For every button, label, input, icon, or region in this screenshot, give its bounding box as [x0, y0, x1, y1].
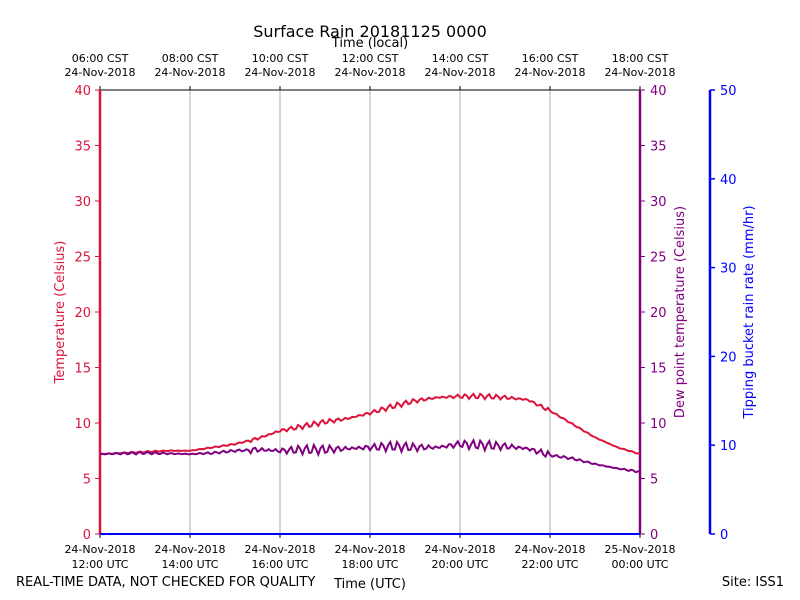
top-tick-label-time: 06:00 CST [72, 52, 129, 65]
top-tick-label-date: 24-Nov-2018 [424, 66, 495, 79]
x-tick-label-time: 18:00 UTC [341, 558, 398, 571]
right-y-tick-label: 25 [650, 251, 667, 266]
x-tick-label-date: 24-Nov-2018 [244, 543, 315, 556]
left-y-tick-label: 0 [83, 528, 91, 543]
x-tick-label-time: 12:00 UTC [71, 558, 128, 571]
x-tick-label-date: 24-Nov-2018 [64, 543, 135, 556]
rain-y-tick-label: 10 [720, 439, 737, 454]
rain-axis-label: Tipping bucket rain rate (mm/hr) [742, 205, 757, 419]
top-tick-label-date: 24-Nov-2018 [334, 66, 405, 79]
top-tick-label-date: 24-Nov-2018 [64, 66, 135, 79]
top-tick-label-date: 24-Nov-2018 [514, 66, 585, 79]
left-axis-label: Temperature (Celsius) [53, 241, 68, 385]
rain-y-tick-label: 30 [720, 262, 737, 277]
x-axis-label: Time (UTC) [333, 577, 406, 592]
chart-title: Surface Rain 20181125 0000 [253, 22, 487, 41]
top-tick-label-time: 18:00 CST [612, 52, 669, 65]
right-y-tick-label: 35 [650, 140, 667, 155]
top-tick-label-time: 08:00 CST [162, 52, 219, 65]
rain-y-tick-label: 40 [720, 173, 737, 188]
rain-y-tick-label: 20 [720, 350, 737, 365]
left-y-tick-label: 5 [83, 473, 91, 488]
top-axis-title: Time (local) [331, 36, 408, 51]
left-y-tick-label: 35 [74, 140, 91, 155]
x-tick-label-date: 24-Nov-2018 [334, 543, 405, 556]
temperature-line [99, 392, 641, 456]
left-y-tick-label: 25 [74, 251, 91, 266]
left-y-tick-label: 20 [74, 306, 91, 321]
top-tick-label-date: 24-Nov-2018 [244, 66, 315, 79]
right-y-tick-label: 15 [650, 362, 667, 377]
x-tick-label-time: 22:00 UTC [521, 558, 578, 571]
dew-point-line [99, 437, 641, 474]
top-tick-label-time: 10:00 CST [252, 52, 309, 65]
top-tick-label-time: 16:00 CST [522, 52, 579, 65]
x-tick-label-time: 16:00 UTC [251, 558, 308, 571]
left-y-tick-label: 40 [74, 84, 91, 99]
top-tick-label-time: 14:00 CST [432, 52, 489, 65]
site-label: Site: ISS1 [721, 575, 784, 590]
right-y-tick-label: 10 [650, 417, 667, 432]
x-tick-label-date: 24-Nov-2018 [514, 543, 585, 556]
right-y-tick-label: 30 [650, 195, 667, 210]
x-tick-label-time: 14:00 UTC [161, 558, 218, 571]
top-tick-label-date: 24-Nov-2018 [604, 66, 675, 79]
rain-y-tick-label: 0 [720, 528, 728, 543]
rain-y-tick-label: 50 [720, 84, 737, 99]
x-tick-label-time: 20:00 UTC [431, 558, 488, 571]
right-y-tick-label: 5 [650, 473, 658, 488]
x-tick-label-time: 00:00 UTC [611, 558, 668, 571]
right-y-tick-label: 0 [650, 528, 658, 543]
left-y-tick-label: 15 [74, 362, 91, 377]
x-tick-label-date: 25-Nov-2018 [604, 543, 675, 556]
top-tick-label-date: 24-Nov-2018 [154, 66, 225, 79]
top-tick-label-time: 12:00 CST [342, 52, 399, 65]
right-y-tick-label: 40 [650, 84, 667, 99]
x-tick-label-date: 24-Nov-2018 [424, 543, 495, 556]
right-y-tick-label: 20 [650, 306, 667, 321]
left-y-tick-label: 30 [74, 195, 91, 210]
right-axis-label: Dew point temperature (Celsius) [673, 206, 688, 418]
x-tick-label-date: 24-Nov-2018 [154, 543, 225, 556]
quality-disclaimer: REAL-TIME DATA, NOT CHECKED FOR QUALITY [16, 575, 316, 590]
left-y-tick-label: 10 [74, 417, 91, 432]
